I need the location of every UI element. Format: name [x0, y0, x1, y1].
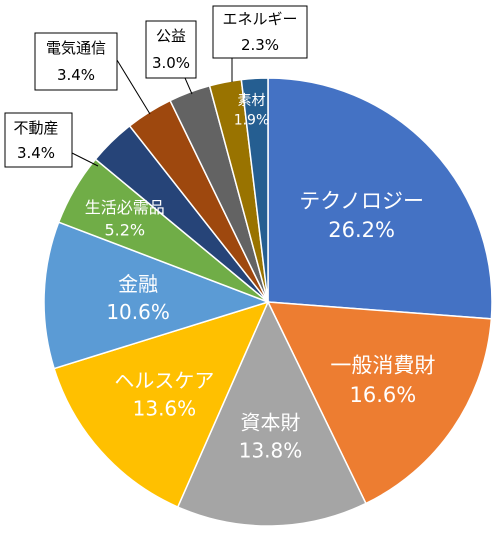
pie-slices [43, 77, 493, 527]
pie-slice-2 [176, 300, 367, 527]
slice-label-3: ヘルスケア [114, 369, 214, 393]
slice-value-6: 3.4% [17, 144, 55, 162]
slice-label-0: テクノロジー [299, 189, 424, 213]
slice-value-4: 10.6% [106, 300, 170, 324]
slice-label-2: 資本財 [241, 410, 301, 434]
slice-value-1: 16.6% [350, 383, 417, 407]
slice-value-10: 1.9% [234, 112, 270, 128]
slice-value-7: 3.4% [57, 66, 95, 84]
slice-label-9: エネルギー [222, 10, 297, 28]
slice-label-6: 不動産 [13, 119, 58, 137]
slice-value-5: 5.2% [104, 220, 145, 239]
slice-value-8: 3.0% [152, 54, 190, 72]
pie-slice-1 [266, 301, 493, 505]
slice-label-4: 金融 [118, 272, 158, 296]
slice-label-1: 一般消費財 [330, 354, 435, 378]
pie-slice-3 [53, 300, 270, 508]
pie-slice-10 [240, 77, 269, 303]
callout-line-7 [116, 59, 151, 115]
callout-box-7 [34, 32, 118, 91]
slice-label-10: 素材 [238, 93, 266, 109]
slice-value-0: 26.2% [328, 218, 395, 242]
slice-value-3: 13.6% [133, 397, 197, 421]
pie-slice-0 [267, 77, 493, 320]
callout-line-8 [184, 77, 193, 95]
callout-box-6 [4, 112, 73, 168]
slice-value-2: 13.8% [239, 438, 303, 462]
callout-box-9 [212, 5, 308, 59]
slice-label-8: 公益 [156, 27, 186, 45]
slice-labels: テクノロジー 26.2% 一般消費財 16.6% 資本財 13.8% ヘルスケア 13.6% 金… [4, 5, 435, 462]
callout-box-8 [145, 20, 197, 79]
pie-slice-4 [43, 221, 271, 370]
slice-value-9: 2.3% [241, 36, 279, 54]
slice-label-7: 電気通信 [46, 39, 106, 57]
slice-label-5: 生活必需品 [85, 198, 165, 217]
